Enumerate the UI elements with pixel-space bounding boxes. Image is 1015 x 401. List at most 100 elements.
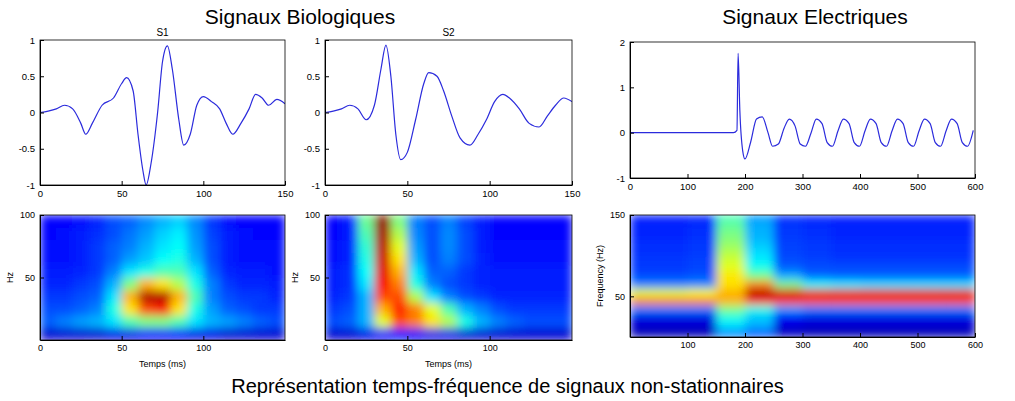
cell <box>716 304 745 313</box>
cell <box>688 264 717 273</box>
cell <box>473 265 490 278</box>
cell <box>688 215 717 224</box>
cell <box>523 328 540 341</box>
cell <box>539 303 556 316</box>
cell <box>105 253 122 266</box>
cell <box>40 278 57 291</box>
tick: 600 <box>968 174 984 192</box>
cell <box>659 215 688 224</box>
cell <box>831 296 860 305</box>
cell <box>105 228 122 241</box>
cell <box>325 215 342 228</box>
cell <box>473 240 490 253</box>
tick-mark <box>325 185 329 186</box>
cell <box>252 290 269 303</box>
cell <box>556 240 572 253</box>
cell <box>391 240 408 253</box>
cell <box>506 253 523 266</box>
tick-mark <box>40 40 44 41</box>
cell <box>831 248 860 257</box>
cell <box>745 256 774 265</box>
tick-mark <box>203 336 204 340</box>
cell <box>203 228 220 241</box>
cell <box>236 228 253 241</box>
cell <box>105 290 122 303</box>
cell <box>490 278 507 291</box>
cell <box>138 328 155 341</box>
cell <box>774 272 803 281</box>
cell <box>918 313 947 322</box>
cell <box>688 256 717 265</box>
cell <box>89 328 106 341</box>
cell <box>341 265 358 278</box>
cell <box>506 290 523 303</box>
cell <box>803 272 832 281</box>
tick: 0 <box>315 107 329 118</box>
cell <box>860 264 889 273</box>
y-axis: -1-0.500.51 <box>19 35 44 191</box>
cell <box>803 296 832 305</box>
cell <box>341 278 358 291</box>
cell <box>539 253 556 266</box>
x-axis: 050100 <box>38 336 286 353</box>
cell <box>220 328 237 341</box>
cell <box>341 328 358 341</box>
cell <box>220 278 237 291</box>
cell <box>918 215 947 224</box>
cell <box>105 240 122 253</box>
tick: 500 <box>910 174 926 192</box>
cell <box>391 315 408 328</box>
cell <box>539 215 556 228</box>
cell <box>73 290 90 303</box>
cell <box>889 272 918 281</box>
cell <box>358 265 375 278</box>
cell <box>889 329 918 337</box>
cell <box>889 239 918 248</box>
cell <box>236 278 253 291</box>
tick-label: 50 <box>310 273 320 283</box>
panel: 050100150-1-0.500.51S2 <box>304 27 581 199</box>
cell <box>440 315 457 328</box>
cell <box>40 265 57 278</box>
cell <box>89 315 106 328</box>
cell <box>424 228 441 241</box>
cell <box>688 296 717 305</box>
cell <box>122 315 139 328</box>
cell <box>918 304 947 313</box>
cell <box>506 240 523 253</box>
cell <box>946 304 975 313</box>
cell <box>946 313 975 322</box>
cell <box>341 303 358 316</box>
cell <box>860 280 889 289</box>
tick: 50 <box>403 181 414 199</box>
cell <box>473 328 490 341</box>
cell <box>630 321 659 330</box>
y-axis: 50150 <box>610 210 634 337</box>
panel-title: S2 <box>442 27 455 38</box>
tick: -1 <box>27 180 44 191</box>
group-heading: Signaux Biologiques <box>205 5 395 28</box>
cell <box>252 240 269 253</box>
panel: 05010050100Temps (ms)Hz <box>290 210 573 369</box>
cell <box>803 329 832 337</box>
tick-mark <box>688 333 689 337</box>
tick-mark <box>918 333 919 337</box>
cell <box>745 215 774 224</box>
cell <box>424 215 441 228</box>
cell <box>220 290 237 303</box>
cell <box>889 256 918 265</box>
x-axis: 050100 <box>323 336 573 353</box>
plot-area <box>630 53 973 159</box>
cell <box>745 304 774 313</box>
cell <box>187 303 204 316</box>
cell <box>325 328 342 341</box>
cell <box>803 239 832 248</box>
cell <box>716 272 745 281</box>
cell <box>220 240 237 253</box>
cell <box>391 265 408 278</box>
cell <box>803 321 832 330</box>
cell <box>220 265 237 278</box>
tick: 0.5 <box>307 71 329 82</box>
cell <box>325 278 342 291</box>
tick-label: 600 <box>968 181 984 192</box>
